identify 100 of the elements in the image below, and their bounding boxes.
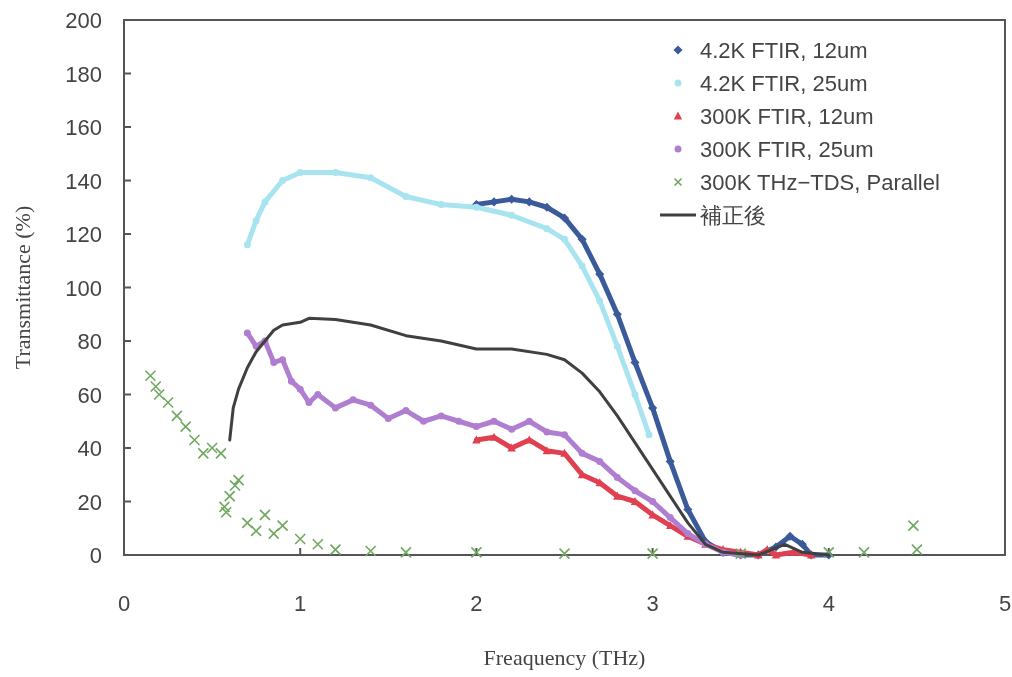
point <box>561 431 568 439</box>
point <box>197 447 210 460</box>
point <box>162 396 174 409</box>
y-tick-label: 120 <box>65 222 102 247</box>
point <box>232 474 245 486</box>
point <box>785 531 795 541</box>
point <box>648 403 658 413</box>
legend-label: 補正後 <box>700 203 766 228</box>
y-tick-label: 100 <box>65 275 102 301</box>
point <box>171 410 183 422</box>
point <box>596 297 604 305</box>
point <box>294 533 306 545</box>
point <box>314 391 322 398</box>
point <box>259 509 271 521</box>
x-axis-title: Freaquency (THz) <box>483 645 646 670</box>
point <box>558 547 571 560</box>
legend-label: 300K THz−TDS, Parallel <box>700 170 940 195</box>
y-tick-label: 80 <box>77 329 102 354</box>
point <box>631 487 639 495</box>
point <box>858 546 870 559</box>
point <box>472 423 480 431</box>
y-tick-label: 60 <box>77 382 102 408</box>
point <box>144 369 157 382</box>
point <box>595 269 605 279</box>
y-tick-label: 140 <box>65 168 102 194</box>
legend-label: 4.2K FTIR, 25um <box>700 71 868 96</box>
point <box>367 401 375 409</box>
point <box>665 456 675 466</box>
point <box>402 407 410 415</box>
point <box>543 225 551 233</box>
y-tick-label: 20 <box>77 489 102 515</box>
point <box>384 415 392 423</box>
point <box>267 527 280 540</box>
point <box>179 420 192 433</box>
point <box>420 417 428 425</box>
point <box>252 217 260 225</box>
point <box>223 490 236 502</box>
point <box>613 473 621 481</box>
point <box>402 193 410 201</box>
point <box>243 241 251 249</box>
point <box>631 391 639 398</box>
y-tick-label: 40 <box>77 436 102 461</box>
point <box>596 457 604 465</box>
point <box>270 358 278 366</box>
point <box>649 498 657 505</box>
point <box>490 417 498 425</box>
point <box>220 506 232 518</box>
point <box>561 235 568 243</box>
point <box>329 543 342 556</box>
point <box>400 546 412 559</box>
point <box>243 329 251 337</box>
x-tick-label: 0 <box>117 591 131 616</box>
point <box>218 501 231 513</box>
point <box>907 519 920 532</box>
point <box>578 262 586 270</box>
point <box>331 404 339 412</box>
x-tick-label: 4 <box>822 591 835 616</box>
point <box>279 356 287 364</box>
point <box>646 547 659 560</box>
point <box>525 417 533 425</box>
point <box>331 168 339 176</box>
point <box>542 446 552 455</box>
point <box>367 174 375 182</box>
point <box>153 388 166 401</box>
legend-label: 300K FTIR, 12um <box>700 104 874 129</box>
point <box>364 545 377 557</box>
y-tick-label: 180 <box>65 61 102 87</box>
point <box>261 198 269 206</box>
point <box>149 380 162 393</box>
point <box>287 377 295 385</box>
x-tick-label: 5 <box>998 591 1012 616</box>
y-tick-label: 0 <box>89 543 102 568</box>
point <box>578 449 586 457</box>
y-tick-label: 160 <box>65 115 102 140</box>
point <box>437 412 445 420</box>
point <box>188 434 201 446</box>
point <box>508 211 516 219</box>
point <box>612 309 622 319</box>
point <box>577 234 587 244</box>
point <box>296 168 304 176</box>
point <box>771 550 781 559</box>
point <box>279 177 287 184</box>
point <box>542 202 552 212</box>
point <box>508 425 516 433</box>
point <box>507 443 516 452</box>
x-tick-label: 2 <box>470 591 483 616</box>
point <box>543 428 551 436</box>
point <box>797 539 807 549</box>
point <box>241 517 254 529</box>
point <box>349 396 357 404</box>
point <box>559 213 570 223</box>
y-axis-title: Transmittance (%) <box>10 205 35 370</box>
point <box>312 538 324 551</box>
point <box>215 447 227 460</box>
point <box>455 417 463 425</box>
point <box>250 525 262 537</box>
point <box>911 543 923 556</box>
point <box>645 431 653 439</box>
x-tick-label: 1 <box>294 591 307 616</box>
point <box>229 479 241 492</box>
